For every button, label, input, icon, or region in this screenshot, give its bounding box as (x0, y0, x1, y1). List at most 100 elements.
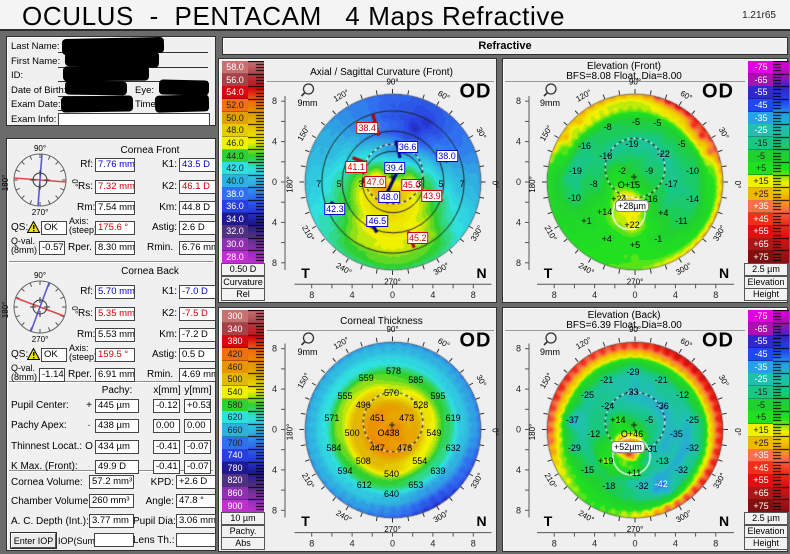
map-value-elev_back-16: +52µm (610, 440, 645, 453)
cornea-back-axis-value[interactable]: 159.5 ° (95, 348, 135, 362)
map-value-pachy-14: 549 (426, 427, 442, 438)
scale-cell-curv_front: 30.0 (222, 238, 248, 252)
map-value-elev_back-1: -21 (600, 375, 614, 385)
cornea-front-rper-value[interactable]: 8.30 mm (95, 241, 135, 255)
marker-dot: · (87, 420, 91, 431)
cornea-back-v1-1[interactable]: 5.35 mm (95, 306, 135, 321)
cornea-front-v2-2[interactable]: 44.8 D (179, 201, 216, 215)
patient-field-line (58, 110, 126, 111)
scale-cell-pachy: 500 (222, 373, 248, 387)
patient-label2-3: Eye: (135, 84, 155, 96)
map-value-elev_back-25: -32 (635, 481, 649, 492)
lens-value[interactable] (176, 532, 216, 547)
cornea-front-v1-0[interactable]: 7.76 mm (95, 158, 135, 172)
cornea-front-rmin-label: Rmin. (147, 242, 174, 253)
map-value-curv_front-3: 41.1 (345, 160, 367, 173)
pachy-y-1[interactable]: 0.00 (184, 419, 211, 433)
vol-value2-1[interactable]: 47.8 ° (176, 494, 216, 509)
scale-unit-0: 0.50 D (221, 263, 265, 277)
cornea-back-l2-2: Km: (159, 329, 177, 340)
cornea-front-v2-0[interactable]: 43.5 D (179, 158, 216, 172)
scale-unit-1: Elevation (744, 275, 788, 289)
map-value-elev_front-17: -16 (644, 194, 658, 205)
vol-value1-2[interactable]: 3.77 mm (89, 513, 134, 528)
map-title-elev_front: Elevation (Front) (587, 61, 661, 72)
scale-unit-2: Height (744, 537, 788, 551)
cornea-front-v2-1[interactable]: 46.1 D (179, 179, 216, 194)
pachy-x-3[interactable]: -0.41 (153, 460, 180, 474)
pachy-value-0[interactable]: 445 µm (95, 398, 139, 413)
enter-iop-button[interactable]: Enter IOP (10, 531, 57, 549)
map-canvas-elev_front (535, 82, 735, 282)
cornea-front-astig-value[interactable]: 2.6 D (179, 221, 216, 235)
cornea-front-axis-value[interactable]: 175.6 ° (95, 221, 135, 235)
cornea-back-l1-2: Rm: (77, 329, 96, 340)
map-value-curv_front-5: 47.0 (364, 176, 387, 188)
scale-cell-elev_back: -25 (748, 373, 774, 387)
vol-value1-0[interactable]: 57.2 mm³ (89, 475, 134, 489)
cornea-back-v2-0[interactable]: -7.0 D (179, 285, 216, 299)
vol-value2-0[interactable]: +2.6 D (176, 475, 216, 489)
app-title: OCULUS - PENTACAM 4 Maps Refractive (22, 1, 566, 31)
cornea-front-v1-2[interactable]: 7.54 mm (95, 201, 135, 215)
map-value-elev_back-20: -13 (655, 455, 669, 466)
marker-plus: + (86, 399, 92, 411)
scale-cell-elev_front: -15 (748, 136, 774, 151)
scale-unit-2: Abs (221, 537, 265, 551)
cornea-back-qs-value[interactable]: OK (41, 348, 67, 362)
cornea-back-qval-label: Q-val. (8mm) (11, 363, 37, 382)
cornea-back-v1-0[interactable]: 5.70 mm (95, 285, 135, 299)
pachy-x-0[interactable]: -0.12 (153, 398, 180, 413)
map-value-curv_front-1: 36.6 (396, 140, 419, 153)
patient-label-4: Exam Date: (11, 99, 61, 110)
map-value-elev_back-26: -42 (654, 479, 668, 490)
tab-refractive[interactable]: Refractive (222, 37, 788, 55)
map-subtitle-elev_front: BFS=8.08 Float, Dia=8.00 (566, 71, 682, 82)
pachy-y-0[interactable]: +0.53 (184, 398, 211, 413)
cornea-back-astig-value[interactable]: 0.5 D (179, 348, 216, 362)
pachy-x-2[interactable]: -0.41 (153, 439, 180, 454)
cornea-front-v1-1[interactable]: 7.32 mm (95, 179, 135, 194)
svg-text:0°: 0° (70, 179, 79, 187)
vol-value2-2[interactable]: 3.06 mm (176, 513, 216, 528)
cornea-front-axis-label: Axis: (steep) (69, 216, 98, 235)
iop-value[interactable] (94, 532, 134, 547)
cornea-front-qval-value[interactable]: -0.57 (39, 241, 65, 255)
scale-cell-pachy: 300 (222, 310, 248, 324)
pachy-value-2[interactable]: 434 µm (95, 439, 139, 454)
scale-cell-pachy: 620 (222, 411, 248, 425)
svg-text:270°: 270° (32, 208, 49, 217)
patient-info-box: Last Name: First Name: ID: Date of Birth: Ey… (6, 36, 216, 126)
scale-cell-elev_back: -75 (748, 310, 774, 324)
patient-label2-4: Time: (135, 99, 159, 110)
scale-cell-elev_front: +65 (748, 238, 774, 252)
cornea-back-qval-value[interactable]: -1.14 (39, 368, 65, 382)
cornea-front-rmin-value[interactable]: 6.76 mm (179, 241, 216, 255)
patient-exam-info-input[interactable] (58, 112, 210, 126)
map-value-elev_front-5: -19 (625, 138, 639, 149)
cornea-back-v1-2[interactable]: 5.53 mm (95, 328, 135, 342)
cornea-back-v2-2[interactable]: -7.2 D (179, 328, 216, 342)
scale-cell-elev_back: -15 (748, 385, 774, 400)
pachy-value-3[interactable]: 49.9 D (95, 460, 139, 474)
pachy-row-label-2: Thinnest Locat.: (11, 440, 83, 452)
pachy-y-3[interactable]: -0.07 (184, 460, 211, 474)
pachy-value-1[interactable]: 438 µm (95, 419, 139, 433)
svg-text:0°: 0° (70, 306, 79, 314)
cornea-back-rper-value[interactable]: 6.91 mm (95, 368, 135, 382)
cornea-data-box: Cornea Front 90° 180° 0° 270° Rf: 7.76 mm K1: 43… (1, 138, 216, 551)
pachy-x-1[interactable]: 0.00 (153, 419, 180, 433)
cornea-back-v2-1[interactable]: -7.5 D (179, 306, 216, 321)
cornea-front-qs-value[interactable]: OK (41, 221, 67, 235)
pachy-y-2[interactable]: -0.07 (184, 439, 211, 454)
map-value-elev_back-3: -33 (625, 387, 639, 398)
scale-cell-curv_front: 48.0 (222, 124, 248, 138)
map-value-curv_front-7: 48.0 (378, 191, 401, 204)
scale-cell-pachy: 700 (222, 436, 248, 450)
scale-cell-elev_back: +45 (748, 461, 774, 475)
scale-cell-elev_back: +25 (748, 436, 774, 450)
map-title-curv_front: Axial / Sagittal Curvature (Front) (310, 67, 453, 78)
cornea-back-rmin-value[interactable]: 4.69 mm (179, 368, 216, 382)
vol-value1-1[interactable]: 260 mm³ (89, 494, 134, 509)
